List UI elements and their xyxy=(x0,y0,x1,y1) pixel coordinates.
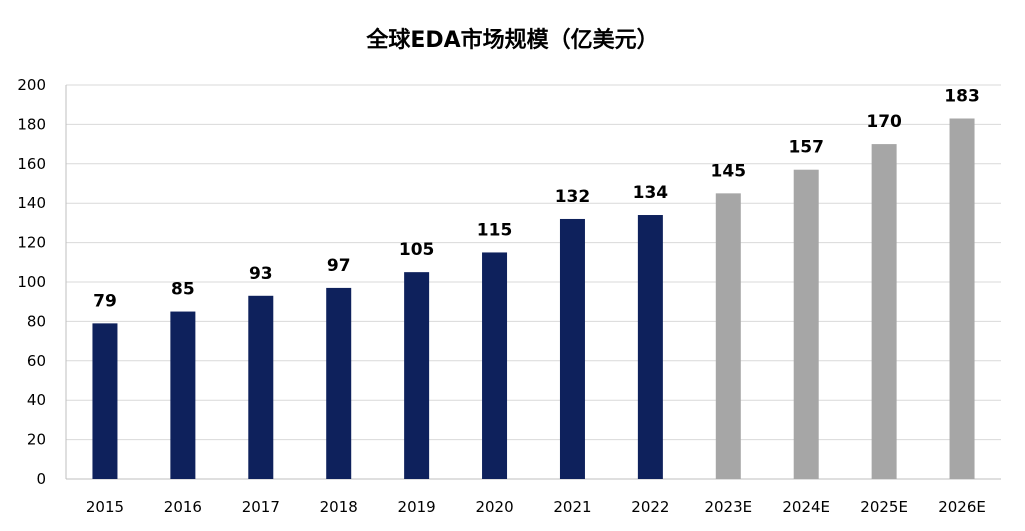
bar-2021 xyxy=(559,218,585,479)
chart-title: 全球EDA市场规模（亿美元） xyxy=(366,28,659,53)
x-tick-label: 2020 xyxy=(475,498,513,516)
bars xyxy=(92,118,975,480)
y-tick-label: 80 xyxy=(27,312,46,330)
axes: 0 20 40 60 80 100 120 140 160 180 200 2015 2016 2017 2… xyxy=(17,76,1001,516)
bar-2020 xyxy=(482,252,508,479)
bar-2025E xyxy=(871,144,897,479)
x-tick-label: 2026E xyxy=(938,498,986,516)
y-tick-label: 180 xyxy=(17,115,46,133)
bar-2026E xyxy=(949,118,975,480)
data-label-2021: 132 xyxy=(555,187,591,207)
data-label-2016: 85 xyxy=(171,280,195,300)
y-tick-label: 40 xyxy=(27,391,46,409)
x-tick-label: 2021 xyxy=(553,498,591,516)
data-label-2022: 134 xyxy=(633,183,669,203)
data-label-2017: 93 xyxy=(249,264,273,284)
data-label-2025E: 170 xyxy=(866,112,902,132)
bar-2023E xyxy=(715,193,741,479)
bar-2022 xyxy=(637,215,663,479)
x-tick-label: 2019 xyxy=(398,498,436,516)
x-tick-label: 2015 xyxy=(86,498,124,516)
data-label-2023E: 145 xyxy=(711,161,747,181)
bar-2024E xyxy=(793,169,819,479)
data-label-2015: 79 xyxy=(93,291,117,311)
grid-lines xyxy=(66,84,1001,441)
y-tick-label: 20 xyxy=(27,431,46,449)
data-label-2018: 97 xyxy=(327,256,351,276)
y-tick-label: 160 xyxy=(17,155,46,173)
x-tick-label: 2018 xyxy=(320,498,358,516)
y-tick-label: 200 xyxy=(17,76,46,94)
x-tick-label: 2016 xyxy=(164,498,202,516)
x-tick-label: 2017 xyxy=(242,498,280,516)
x-tick-label: 2024E xyxy=(782,498,830,516)
y-tick-label: 140 xyxy=(17,194,46,212)
data-label-2019: 105 xyxy=(399,240,435,260)
bar-2016 xyxy=(170,311,196,479)
x-tick-label: 2022 xyxy=(631,498,669,516)
bar-2019 xyxy=(404,272,430,479)
y-tick-label: 0 xyxy=(36,470,46,488)
y-tick-label: 120 xyxy=(17,234,46,252)
y-tick-label: 100 xyxy=(17,273,46,291)
x-tick-label: 2023E xyxy=(704,498,752,516)
bar-2015 xyxy=(92,323,118,479)
data-label-2020: 115 xyxy=(477,220,513,240)
x-tick-label: 2025E xyxy=(860,498,908,516)
y-tick-label: 60 xyxy=(27,352,46,370)
data-label-2026E: 183 xyxy=(944,86,980,106)
bar-2017 xyxy=(248,295,274,479)
data-label-2024E: 157 xyxy=(788,138,824,158)
data-labels: 79 85 93 97 105 115 132 134 145 157 170 183 xyxy=(93,86,980,311)
bar-2018 xyxy=(326,287,352,479)
